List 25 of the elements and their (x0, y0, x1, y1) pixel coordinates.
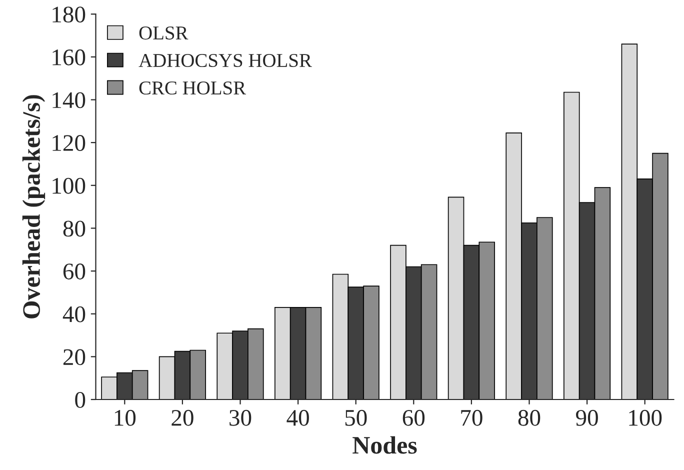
x-tick-label: 50 (345, 410, 367, 426)
y-tick-label: 100 (52, 178, 86, 194)
y-tick-label: 160 (52, 49, 86, 66)
x-tick-label: 60 (402, 410, 425, 426)
x-tick-label: 40 (286, 410, 309, 426)
legend-label: OLSR (139, 26, 188, 40)
x-axis-title: Nodes (352, 436, 417, 454)
legend-label: ADHOCSYS HOLSR (138, 54, 312, 68)
y-tick-label: 60 (63, 264, 86, 280)
x-tick-label: 20 (172, 410, 194, 426)
y-tick-label: 120 (52, 135, 86, 151)
y-tick-label: 40 (62, 306, 86, 322)
y-tick-label: 180 (52, 6, 86, 23)
x-tick-label: 10 (114, 410, 136, 426)
y-tick-label: 80 (63, 220, 86, 237)
x-tick-label: 80 (518, 410, 540, 426)
y-tick-label: 140 (52, 92, 86, 108)
x-tick-label: 70 (461, 410, 482, 426)
x-tick-label: 100 (629, 410, 662, 426)
legend-label: CRC HOLSR (139, 81, 246, 95)
y-axis-title: Overhead (packets/s) (22, 95, 46, 318)
x-tick-label: 90 (576, 410, 598, 426)
x-tick-label: 30 (230, 410, 252, 426)
y-tick-label: 20 (63, 349, 86, 366)
y-tick-label: 0 (75, 392, 86, 408)
